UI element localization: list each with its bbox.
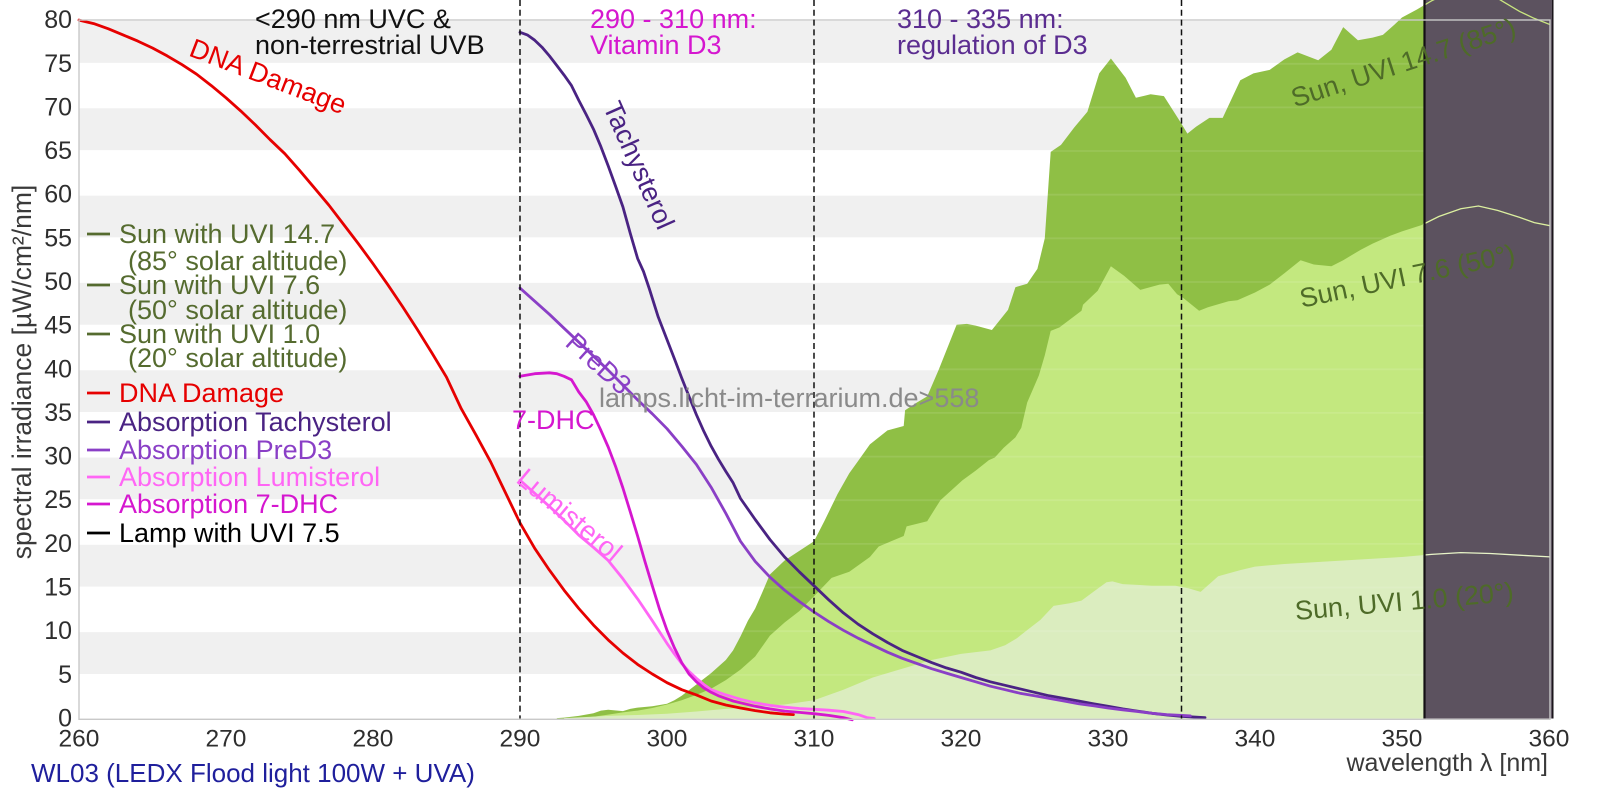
- svg-text:65: 65: [44, 137, 72, 165]
- svg-text:60: 60: [44, 181, 72, 209]
- svg-text:270: 270: [206, 726, 247, 753]
- svg-text:80: 80: [44, 6, 72, 34]
- svg-text:Absorption PreD3: Absorption PreD3: [119, 435, 332, 465]
- svg-text:Sun with UVI 1.0: Sun with UVI 1.0: [119, 319, 320, 349]
- svg-text:0: 0: [58, 705, 72, 733]
- svg-text:5: 5: [58, 661, 72, 689]
- svg-text:30: 30: [44, 443, 72, 471]
- svg-text:25: 25: [44, 486, 72, 514]
- svg-text:260: 260: [59, 726, 100, 753]
- svg-text:10: 10: [44, 617, 72, 645]
- svg-text:(20° solar altitude): (20° solar altitude): [128, 343, 347, 373]
- svg-text:7-DHC: 7-DHC: [512, 405, 595, 435]
- svg-text:20: 20: [44, 530, 72, 558]
- svg-text:Sun with UVI 7.6: Sun with UVI 7.6: [119, 270, 320, 300]
- svg-text:DNA Damage: DNA Damage: [119, 378, 284, 408]
- svg-text:350: 350: [1382, 726, 1423, 753]
- svg-text:<290 nm UVC &: <290 nm UVC &: [255, 4, 451, 34]
- svg-text:75: 75: [44, 50, 72, 78]
- svg-text:50: 50: [44, 268, 72, 296]
- svg-text:45: 45: [44, 312, 72, 340]
- svg-text:wavelength λ [nm]: wavelength λ [nm]: [1346, 749, 1549, 777]
- svg-text:320: 320: [941, 726, 982, 753]
- svg-text:Absorption Tachysterol: Absorption Tachysterol: [119, 407, 392, 437]
- svg-text:35: 35: [44, 399, 72, 427]
- svg-text:70: 70: [44, 93, 72, 121]
- svg-text:Lamp with UVI 7.5: Lamp with UVI 7.5: [119, 518, 340, 548]
- svg-text:290 - 310 nm:: 290 - 310 nm:: [590, 4, 757, 34]
- svg-text:(50° solar altitude): (50° solar altitude): [128, 295, 347, 325]
- svg-text:360: 360: [1529, 726, 1570, 753]
- svg-text:340: 340: [1235, 726, 1276, 753]
- svg-text:15: 15: [44, 574, 72, 602]
- svg-text:300: 300: [647, 726, 688, 753]
- svg-text:spectral irradiance [µW/cm²/nm: spectral irradiance [µW/cm²/nm]: [7, 185, 37, 560]
- svg-text:Sun with UVI 14.7: Sun with UVI 14.7: [119, 219, 335, 249]
- svg-text:WL03 (LEDX Flood light 100W +: WL03 (LEDX Flood light 100W + UVA): [31, 758, 475, 788]
- svg-text:280: 280: [353, 726, 394, 753]
- svg-text:310 - 335 nm:: 310 - 335 nm:: [897, 4, 1064, 34]
- svg-text:330: 330: [1088, 726, 1129, 753]
- svg-text:regulation of D3: regulation of D3: [897, 30, 1088, 60]
- svg-text:Absorption Lumisterol: Absorption Lumisterol: [119, 462, 380, 492]
- svg-text:(85° solar altitude): (85° solar altitude): [128, 246, 347, 276]
- svg-text:Absorption 7-DHC: Absorption 7-DHC: [119, 489, 338, 519]
- svg-text:55: 55: [44, 224, 72, 252]
- svg-text:40: 40: [44, 355, 72, 383]
- svg-text:310: 310: [794, 726, 835, 753]
- svg-text:non-terrestrial UVB: non-terrestrial UVB: [255, 30, 485, 60]
- svg-text:Vitamin D3: Vitamin D3: [590, 30, 722, 60]
- svg-text:290: 290: [500, 726, 541, 753]
- svg-text:lamps.licht-im-terrarium.de>55: lamps.licht-im-terrarium.de>558: [599, 383, 979, 413]
